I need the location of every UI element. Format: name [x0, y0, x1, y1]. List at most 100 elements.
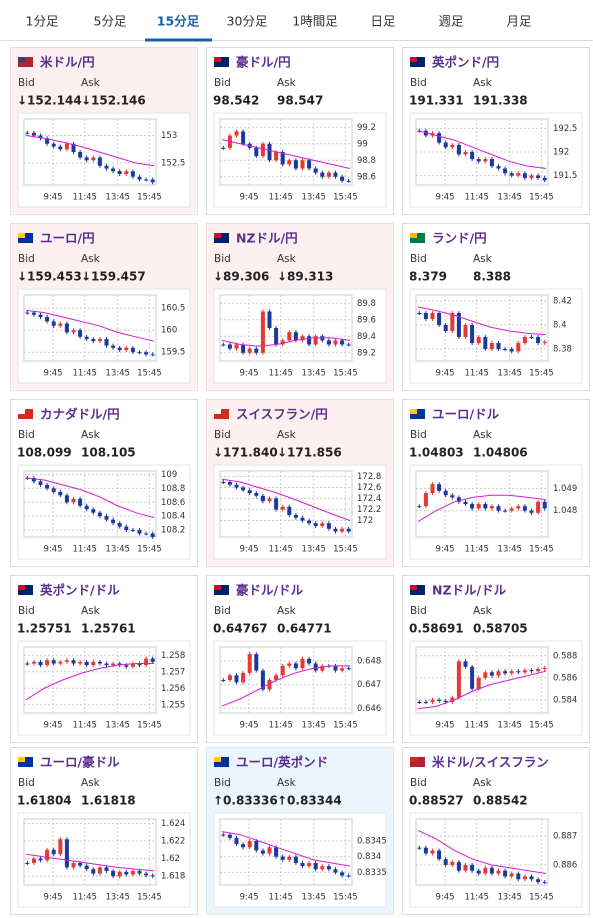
y-tick-label: 8.38: [553, 345, 572, 355]
quote-card[interactable]: カナダドル/円 Bid Ask 108.099 108.105 109 108.8 108.6…: [10, 399, 198, 567]
quote-card[interactable]: ユーロ/豪ドル Bid Ask 1.61804 1.61818 1.624 1.622 1.6…: [10, 747, 198, 915]
tab[interactable]: 5分足: [94, 14, 127, 29]
pair-name[interactable]: NZドル/ドル: [432, 583, 507, 598]
quote-card[interactable]: 英ポンド/円 Bid Ask 191.331 191.338 192.5 192 191.5 9…: [402, 47, 590, 215]
candle: [234, 484, 239, 488]
y-tick-label: 172.6: [357, 483, 381, 493]
x-tick-label: 13:45: [497, 721, 521, 731]
bid-label: Bid: [214, 777, 231, 789]
pair-name[interactable]: スイスフラン/円: [236, 407, 328, 422]
ask-label: Ask: [473, 253, 493, 265]
quote-card[interactable]: ユーロ/英ポンド Bid Ask ↑0.83336 ↑0.83344 0.8345 0.83…: [206, 747, 394, 915]
candle: [71, 863, 76, 868]
pair-name[interactable]: 豪ドル/円: [236, 55, 291, 70]
x-tick-label: 11:45: [72, 369, 97, 379]
plot-frame: [23, 294, 157, 362]
x-tick-label: 15:45: [529, 193, 554, 203]
y-tick-label: 0.647: [357, 680, 381, 690]
tab[interactable]: 週足: [438, 14, 464, 29]
tab[interactable]: 30分足: [227, 14, 268, 29]
candle: [320, 665, 325, 671]
quote-card[interactable]: NZドル/円 Bid Ask ↓89.306 ↓89.313 89.8 89.6 89.4 89…: [206, 223, 394, 391]
x-tick-label: 15:45: [333, 545, 358, 555]
moving-average: [25, 853, 155, 872]
quote-card[interactable]: ランド/円 Bid Ask 8.379 8.388 8.42 8.4 8.38 9:45 11:4…: [402, 223, 590, 391]
pair-name[interactable]: 英ポンド/円: [432, 55, 499, 70]
flag: [18, 233, 33, 243]
pair-name[interactable]: NZドル/円: [236, 231, 298, 246]
candle: [227, 675, 232, 680]
moving-average: [25, 135, 155, 167]
candle: [437, 484, 442, 491]
candle: [137, 352, 142, 354]
candle: [529, 510, 534, 513]
bid-value: ↓159.453: [17, 270, 82, 284]
chart-box: [409, 464, 583, 560]
quote-card[interactable]: 英ポンド/ドル Bid Ask 1.25751 1.25761 1.258 1.257 1.2…: [10, 575, 198, 743]
flag: [410, 585, 425, 595]
quote-card[interactable]: 米ドル/スイスフラン Bid Ask 0.88527 0.88542 0.887 0.886…: [402, 747, 590, 915]
tab[interactable]: 1分足: [26, 14, 59, 29]
candle: [97, 661, 102, 664]
x-tick-label: 13:45: [105, 545, 130, 555]
candle: [130, 870, 135, 875]
ask-label: Ask: [473, 77, 493, 89]
tab[interactable]: 月足: [506, 14, 532, 29]
y-tick-label: 172.8: [357, 472, 381, 482]
quote-card[interactable]: ユーロ/円 Bid Ask ↓159.453 ↓159.457 160.5 160 159.5…: [10, 223, 198, 391]
candle: [254, 348, 259, 353]
quote-card[interactable]: ユーロ/ドル Bid Ask 1.04803 1.04806 1.049 1.048 9:45…: [402, 399, 590, 567]
y-tick-label: 8.4: [553, 321, 567, 331]
tab[interactable]: 日足: [370, 14, 396, 29]
candle: [516, 343, 521, 352]
y-tick-label: 160: [161, 326, 177, 336]
pair-name[interactable]: 英ポンド/ドル: [40, 583, 120, 598]
candle: [91, 869, 96, 874]
pair-name[interactable]: ユーロ/円: [40, 231, 95, 246]
quote-card[interactable]: 米ドル/円 Bid Ask ↓152.144 ↓152.146 153 152.5 9:45 1…: [10, 47, 198, 215]
tab[interactable]: 15分足: [157, 14, 200, 29]
candle: [476, 337, 481, 343]
tab[interactable]: 1時間足: [292, 14, 338, 29]
x-tick-label: 13:45: [301, 721, 326, 731]
candle: [503, 870, 508, 877]
candle: [333, 172, 338, 177]
quote-card[interactable]: 豪ドル/円 Bid Ask 98.542 98.547 99.2 99 98.8 98.6 9:4…: [206, 47, 394, 215]
pair-name[interactable]: ユーロ/ドル: [432, 407, 500, 422]
flag: [410, 57, 417, 62]
pair-name[interactable]: ユーロ/英ポンド: [236, 755, 328, 770]
candle: [91, 661, 96, 666]
candle: [326, 340, 331, 345]
x-tick-label: 11:45: [464, 193, 489, 203]
candle: [111, 870, 116, 877]
candle: [437, 133, 442, 143]
pair-name[interactable]: ランド/円: [432, 231, 487, 246]
y-tick-label: 159.5: [161, 348, 185, 358]
candle: [38, 858, 43, 861]
moving-average: [25, 663, 154, 701]
candle: [509, 671, 514, 674]
x-tick-label: 13:45: [105, 893, 130, 903]
candle: [227, 344, 232, 349]
y-tick-label: 1.048: [553, 506, 577, 516]
candle: [340, 340, 345, 345]
candle: [234, 344, 239, 349]
bid-value: 0.88527: [409, 794, 464, 808]
quote-card[interactable]: 豪ドル/ドル Bid Ask 0.64767 0.64771 0.648 0.647 0.64…: [206, 575, 394, 743]
moving-average: [221, 337, 351, 347]
pair-name[interactable]: 米ドル/円: [39, 55, 95, 70]
quote-card[interactable]: スイスフラン/円 Bid Ask ↓171.840 ↓171.856 172.8172.6…: [206, 399, 394, 567]
pair-name[interactable]: 豪ドル/ドル: [236, 583, 304, 598]
candle: [542, 882, 547, 884]
candle: [51, 143, 56, 147]
ask-label: Ask: [473, 605, 493, 617]
pair-name[interactable]: カナダドル/円: [40, 407, 120, 422]
candle: [496, 870, 501, 874]
candle: [437, 850, 442, 860]
x-tick-label: 11:45: [268, 369, 293, 379]
candle: [111, 663, 116, 666]
pair-name[interactable]: 米ドル/スイスフラン: [431, 755, 549, 770]
quote-card[interactable]: NZドル/ドル Bid Ask 0.58691 0.58705 0.588 0.586 0.5…: [402, 575, 590, 743]
bid-value: 98.542: [213, 94, 259, 108]
pair-name[interactable]: ユーロ/豪ドル: [40, 755, 120, 770]
